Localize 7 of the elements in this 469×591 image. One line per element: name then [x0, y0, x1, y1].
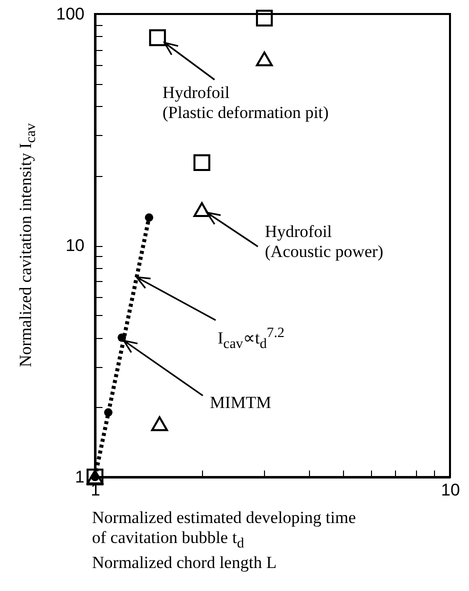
annotation: Hydrofoil (Plastic deformation pit): [162, 82, 329, 124]
y-tick-label: 10: [66, 236, 84, 255]
annotation: Hydrofoil (Acoustic power): [264, 222, 384, 262]
y-tick-label: 1: [75, 468, 84, 486]
x-axis-title: Normalized estimated developing time of cavitation bubble t$_{d}$ Normalized chord length L: [92, 508, 356, 574]
annotation: MIMTM: [210, 392, 272, 413]
y-tick-label: 100: [56, 4, 84, 24]
